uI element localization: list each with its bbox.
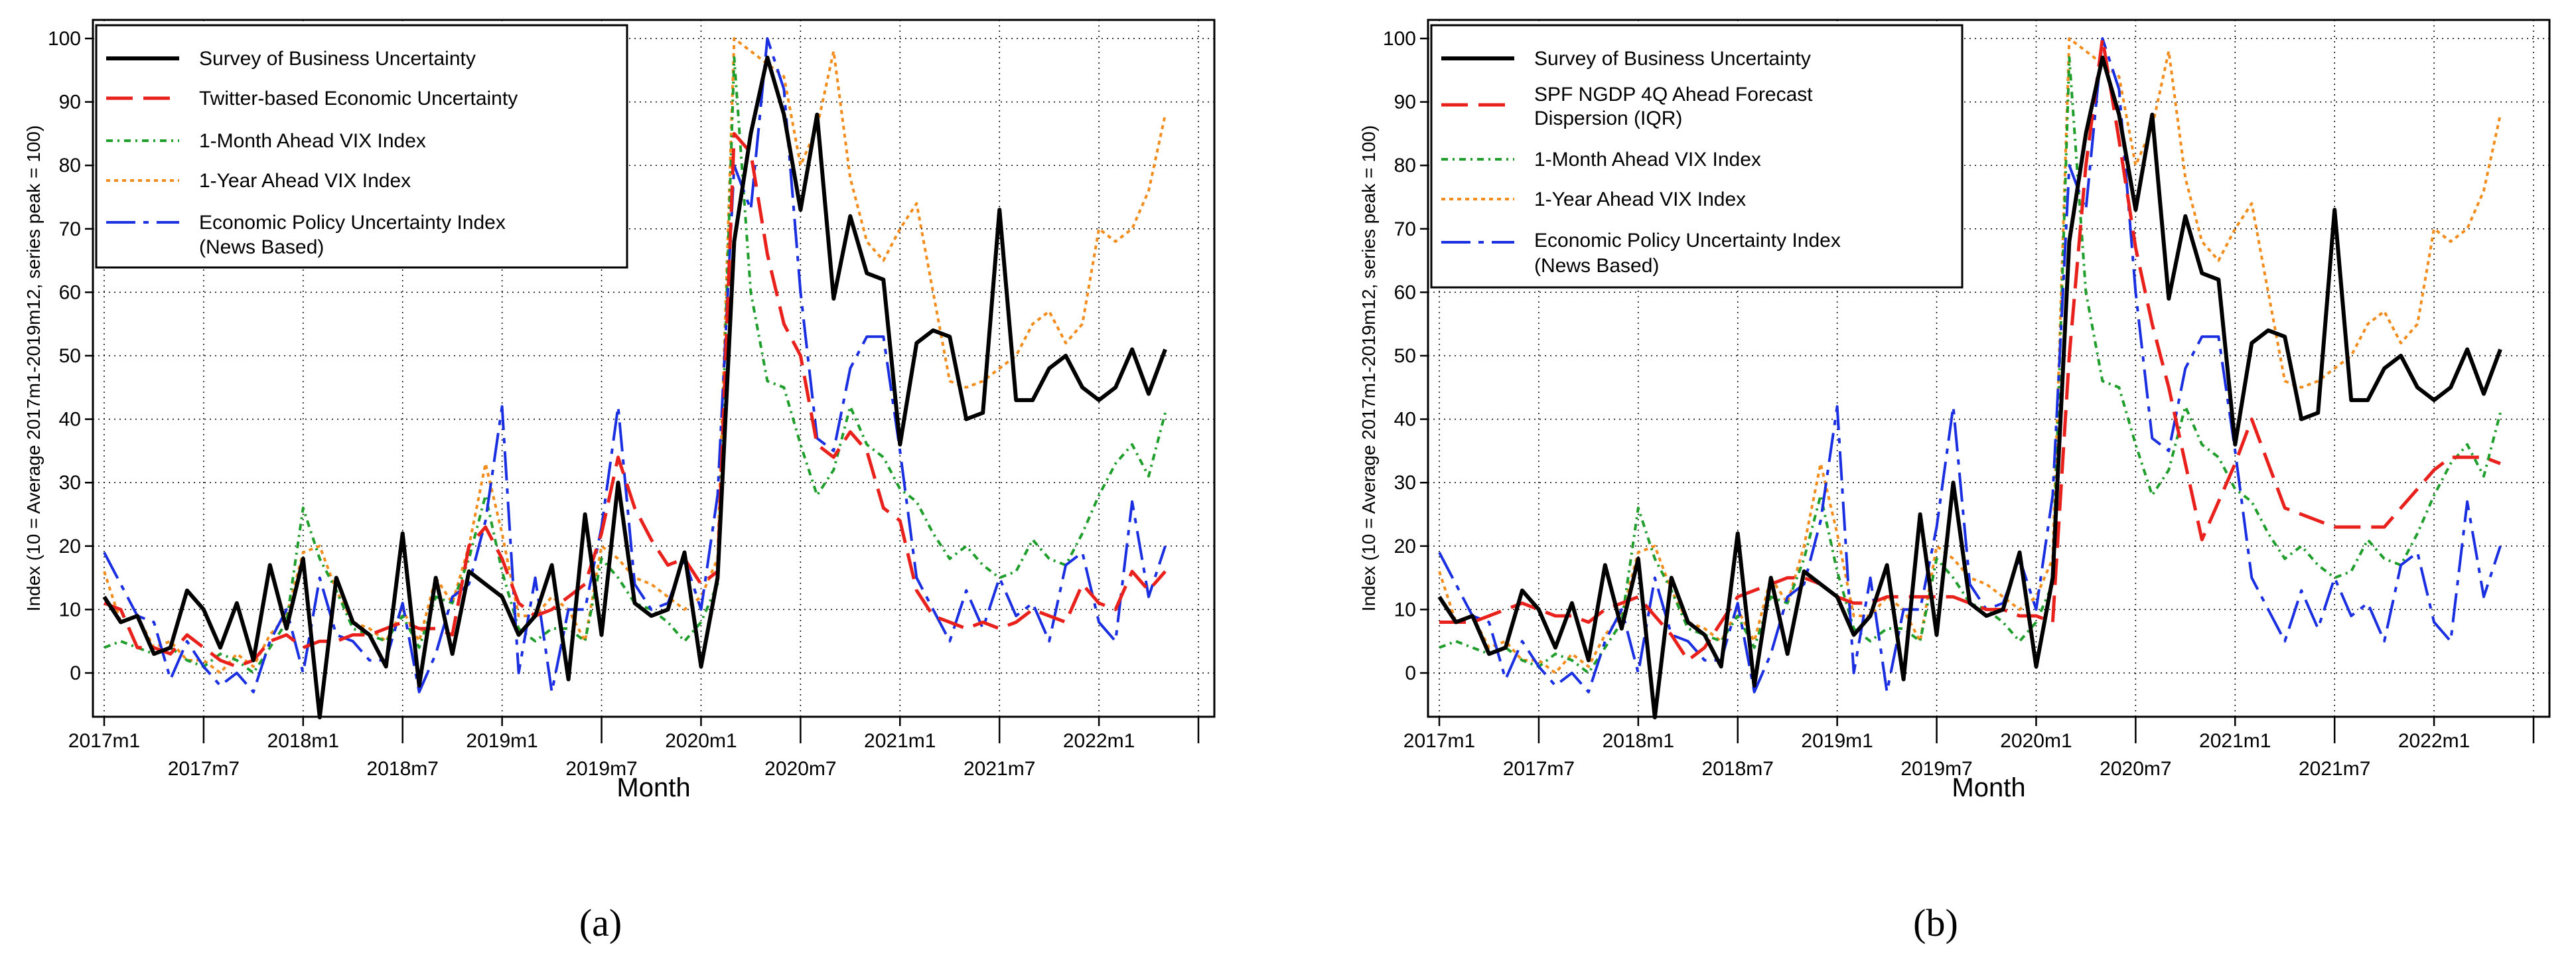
plot-frame	[1427, 19, 2551, 718]
plot-frame	[92, 19, 1216, 718]
x-tick-label: 2018m7	[367, 758, 439, 780]
y-tick-label: 40	[1394, 409, 1416, 431]
legend-entry-sbu: Survey of Business Uncertainty	[1534, 48, 1811, 70]
x-tick-label: 2018m7	[1702, 758, 1774, 780]
x-tick-label: 2022m1	[1063, 730, 1135, 752]
series-lines	[102, 37, 1167, 719]
y-tick-label: 60	[59, 281, 81, 303]
legend-box	[1430, 24, 1964, 289]
legend-entry-vix1y: 1-Year Ahead VIX Index	[1534, 188, 1746, 210]
y-tick-label: 0	[1405, 662, 1416, 684]
legend-entry-vix1m: 1-Month Ahead VIX Index	[1534, 149, 1761, 171]
x-axis: 2017m1 2017m7 2018m1 2018m7 2019m1 2019m7 2020…	[1403, 717, 2535, 780]
series-line-sbu	[1437, 55, 2502, 719]
x-tick-label: 2020m1	[665, 730, 737, 752]
x-tick-label: 2020m7	[2100, 758, 2171, 780]
x-tick-label: 2017m7	[1503, 758, 1575, 780]
y-tick-label: 50	[1394, 345, 1416, 367]
series-line-vix1y	[103, 37, 1167, 674]
series-lines	[1437, 37, 2502, 719]
x-tick-label: 2019m7	[1900, 758, 1972, 780]
y-tick-label: 40	[59, 409, 81, 431]
legend-entry-spf: SPF NGDP 4Q Ahead Forecast	[1534, 84, 1813, 106]
x-tick-label: 2019m1	[466, 730, 537, 752]
legend-entry-vix1y: 1-Year Ahead VIX Index	[199, 170, 411, 192]
x-tick-label: 2017m7	[168, 758, 240, 780]
legend-box	[95, 24, 628, 269]
x-tick-label: 2021m7	[964, 758, 1035, 780]
y-tick-label: 30	[1394, 472, 1416, 494]
x-tick-label: 2019m1	[1801, 730, 1873, 752]
x-axis-label: Month	[1952, 773, 2025, 802]
y-tick-label: 30	[59, 472, 81, 494]
x-tick-label: 2021m1	[2199, 730, 2271, 752]
y-tick-label: 20	[59, 536, 81, 557]
legend-entry-spf-line2: Dispersion (IQR)	[1534, 108, 1682, 129]
legend-entry-epu: Economic Policy Uncertainty Index	[199, 212, 506, 234]
y-tick-label: 80	[59, 155, 81, 177]
panel-b: 0 10 20 30 40 50 60 70 80 90 100 2017m1 2017m7 2018m…	[1358, 19, 2551, 944]
y-axis-label: Index (10 = Average 2017m1-2019m12, seri…	[23, 125, 44, 612]
series-line-vix1m	[104, 56, 1167, 674]
y-tick-label: 20	[1394, 536, 1416, 557]
x-axis-label: Month	[616, 773, 690, 802]
x-tick-label: 2019m7	[565, 758, 637, 780]
series-line-sbu	[102, 55, 1167, 719]
x-tick-label: 2020m7	[764, 758, 836, 780]
legend-entry-twitter: Twitter-based Economic Uncertainty	[199, 88, 518, 110]
x-tick-label: 2017m1	[68, 730, 140, 752]
y-tick-label: 100	[1383, 28, 1416, 50]
y-tick-label: 80	[1394, 155, 1416, 177]
y-tick-label: 70	[59, 218, 81, 240]
legend: Survey of Business Uncertainty Twitter-b…	[95, 24, 628, 269]
x-tick-label: 2020m1	[2000, 730, 2072, 752]
y-tick-label: 90	[59, 92, 81, 113]
x-tick-label: 2021m7	[2299, 758, 2370, 780]
y-tick-label: 90	[1394, 92, 1416, 113]
y-axis-label: Index (10 = Average 2017m1-2019m12, seri…	[1358, 125, 1379, 612]
x-tick-label: 2022m1	[2398, 730, 2470, 752]
legend-entry-epu-line2: (News Based)	[199, 236, 324, 258]
x-tick-label: 2021m1	[864, 730, 936, 752]
series-line-vix1y	[1438, 37, 2502, 674]
y-tick-label: 60	[1394, 281, 1416, 303]
y-tick-label: 10	[59, 599, 81, 621]
series-line-epu	[1438, 37, 2502, 694]
y-axis: 0 10 20 30 40 50 60 70 80 90 100	[1383, 28, 1428, 684]
y-tick-label: 0	[70, 662, 81, 684]
panel-a: 0 10 20 30 40 50 60 70 80 90 100 2017m1 2017m7 2018m…	[23, 19, 1216, 944]
legend-entry-epu-line2: (News Based)	[1534, 255, 1659, 277]
y-axis: 0 10 20 30 40 50 60 70 80 90 100	[48, 28, 93, 684]
series-line-twitter	[104, 131, 1167, 668]
y-tick-label: 50	[59, 345, 81, 367]
x-tick-label: 2017m1	[1403, 730, 1475, 752]
legend: Survey of Business Uncertainty SPF NGDP …	[1430, 24, 1964, 289]
y-tick-label: 100	[48, 28, 81, 50]
x-tick-label: 2018m1	[1603, 730, 1674, 752]
legend-entry-sbu: Survey of Business Uncertainty	[199, 48, 476, 70]
y-tick-label: 70	[1394, 218, 1416, 240]
series-line-epu	[103, 37, 1167, 694]
x-tick-label: 2018m1	[267, 730, 339, 752]
legend-entry-vix1m: 1-Month Ahead VIX Index	[199, 130, 426, 152]
x-axis: 2017m1 2017m7 2018m1 2018m7 2019m1 2019m7 2020…	[68, 717, 1200, 780]
panel-label-a: (a)	[579, 901, 622, 944]
panel-label-b: (b)	[1913, 901, 1958, 944]
legend-entry-epu: Economic Policy Uncertainty Index	[1534, 230, 1841, 252]
y-tick-label: 10	[1394, 599, 1416, 621]
series-line-vix1m	[1439, 56, 2502, 674]
